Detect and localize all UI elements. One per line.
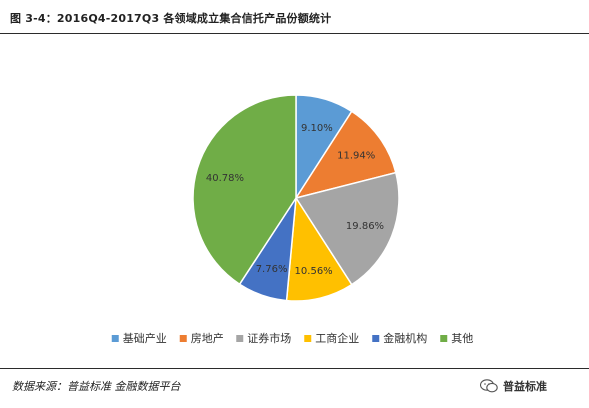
pie-slices: [192, 94, 400, 302]
legend-label-real-estate: 房地产: [191, 331, 224, 345]
legend-label-securities-market: 证券市场: [247, 331, 291, 345]
legend-item-real-estate: 房地产: [179, 331, 224, 345]
legend-item-financial-institutions: 金融机构: [372, 331, 427, 345]
legend-item-infrastructure: 基础产业: [111, 331, 167, 345]
legend-item-industrial-commercial: 工商企业: [304, 331, 359, 345]
legend-swatch-financial-institutions: [372, 335, 380, 342]
legend-swatch-industrial-commercial: [304, 335, 312, 342]
legend-swatch-real-estate: [179, 335, 187, 342]
legend-label-industrial-commercial: 工商企业: [315, 331, 359, 345]
legend-item-securities-market: 证券市场: [236, 331, 291, 345]
pie-slice-other: [192, 94, 297, 286]
pie-slice-securities-market: [294, 171, 400, 286]
pie-slice-real-estate: [294, 110, 397, 200]
pie-slice-industrial-commercial: [285, 195, 353, 302]
data-label-industrial-commercial: 10.56%: [295, 266, 333, 277]
bottom-divider: [0, 368, 589, 369]
top-divider: [0, 33, 589, 34]
brand-name: 普益标准: [503, 380, 547, 393]
data-label-real-estate: 11.94%: [337, 151, 375, 162]
legend-label-other: 其他: [451, 332, 473, 345]
legend-swatch-securities-market: [236, 335, 244, 342]
legend-swatch-other: [440, 335, 448, 342]
data-label-securities-market: 19.86%: [346, 221, 384, 232]
brand-mark: 普益标准: [480, 378, 547, 394]
data-source-note: 数据来源：普益标准 金融数据平台: [12, 380, 181, 393]
legend-item-other: 其他: [440, 332, 473, 345]
wechat-icon: [480, 379, 498, 393]
data-label-financial-institutions: 7.76%: [256, 264, 288, 275]
pie-chart: 9.10% 11.94% 19.86% 10.56% 7.76% 40.78% 基础产业 房…: [111, 94, 473, 345]
data-label-infrastructure: 9.10%: [301, 123, 333, 134]
legend-label-infrastructure: 基础产业: [123, 331, 167, 345]
figure-caption: 图 3-4：2016Q4-2017Q3 各领域成立集合信托产品份额统计: [10, 12, 332, 25]
legend-label-financial-institutions: 金融机构: [383, 331, 427, 345]
legend-swatch-infrastructure: [111, 335, 119, 342]
pie-data-labels: 9.10% 11.94% 19.86% 10.56% 7.76% 40.78%: [206, 123, 384, 277]
data-label-other: 40.78%: [206, 173, 244, 184]
chart-legend: 基础产业 房地产 证券市场 工商企业 金融机构 其他: [111, 331, 473, 345]
